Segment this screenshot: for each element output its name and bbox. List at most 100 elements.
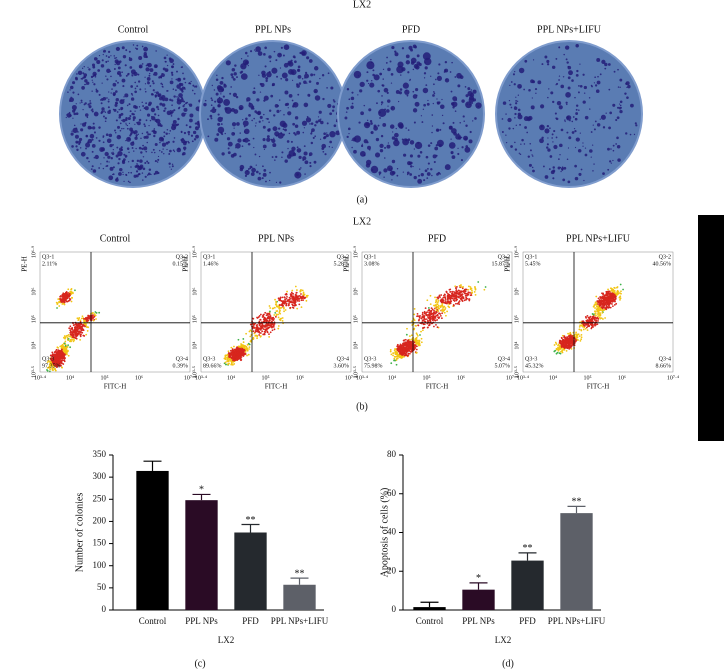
cell-event xyxy=(460,298,462,300)
colony xyxy=(575,177,579,181)
cell-event xyxy=(279,304,281,306)
colony xyxy=(239,132,240,133)
cell-event xyxy=(237,351,239,353)
colony xyxy=(277,53,282,58)
cell-event xyxy=(235,349,237,351)
colony xyxy=(302,132,304,134)
colony xyxy=(212,85,213,86)
colony xyxy=(76,149,78,151)
colony xyxy=(100,99,102,101)
cell-event xyxy=(95,318,97,320)
quadrant-name: Q3-1 xyxy=(203,254,215,260)
colony xyxy=(129,115,131,117)
colony xyxy=(87,141,89,143)
colony xyxy=(415,102,420,107)
colony xyxy=(96,60,100,64)
colony xyxy=(606,113,607,114)
cell-event xyxy=(467,291,469,293)
colony xyxy=(471,89,472,90)
colony xyxy=(374,74,380,80)
colony xyxy=(531,154,532,155)
cell-event xyxy=(233,363,235,365)
colony xyxy=(626,96,629,99)
colony xyxy=(155,160,157,162)
colony xyxy=(304,103,309,108)
colony xyxy=(353,150,357,154)
colony xyxy=(478,106,479,107)
colony xyxy=(384,147,386,149)
colony xyxy=(233,109,238,114)
colony xyxy=(320,118,321,119)
colony xyxy=(252,105,254,107)
colony xyxy=(162,143,166,147)
cell-event xyxy=(269,317,271,319)
cell-event xyxy=(272,307,274,309)
cell-event xyxy=(300,293,302,295)
colony xyxy=(84,66,85,67)
colony xyxy=(233,78,236,81)
colony xyxy=(258,75,259,76)
cell-event xyxy=(562,339,564,341)
colony xyxy=(292,80,293,81)
colony xyxy=(239,105,244,110)
colony xyxy=(509,100,510,101)
cell-event xyxy=(278,297,280,299)
colony xyxy=(222,89,224,91)
colony xyxy=(332,109,334,111)
colony xyxy=(163,67,166,70)
cell-event xyxy=(80,334,82,336)
colony xyxy=(76,112,79,115)
cell-event xyxy=(57,358,59,360)
cell-event xyxy=(249,344,251,346)
cell-event xyxy=(401,357,403,359)
cell-event xyxy=(283,307,285,309)
colony xyxy=(211,97,213,99)
colony xyxy=(98,167,100,169)
colony xyxy=(143,146,147,150)
colony xyxy=(75,135,79,139)
cell-event xyxy=(264,334,266,336)
colony xyxy=(558,79,560,81)
colony xyxy=(367,141,369,143)
cell-event xyxy=(293,307,295,309)
colony xyxy=(322,74,324,76)
cell-event xyxy=(286,291,288,293)
cell-event xyxy=(252,318,254,320)
cell-event xyxy=(271,317,273,319)
colony xyxy=(130,110,132,112)
cell-event xyxy=(68,355,70,357)
colony xyxy=(425,66,428,69)
colony xyxy=(70,86,74,90)
colony xyxy=(391,82,392,83)
cell-event xyxy=(66,292,68,294)
colony xyxy=(467,87,470,90)
colony xyxy=(159,96,163,100)
cell-event xyxy=(404,341,406,343)
cell-event xyxy=(261,323,263,325)
colony xyxy=(82,68,83,69)
colony xyxy=(76,73,78,75)
cell-event xyxy=(422,312,424,314)
colony xyxy=(156,106,159,109)
colony xyxy=(128,152,129,153)
colony xyxy=(529,143,531,145)
colony xyxy=(562,166,564,168)
cell-event xyxy=(71,291,73,293)
colony xyxy=(118,109,120,111)
colony xyxy=(139,147,142,150)
colony xyxy=(96,90,99,93)
colony xyxy=(611,162,612,163)
colony xyxy=(259,156,260,157)
cell-event xyxy=(409,335,411,337)
cell-event xyxy=(564,335,566,337)
colony xyxy=(70,97,71,98)
colony xyxy=(431,114,433,116)
cell-event xyxy=(276,304,278,306)
cell-event xyxy=(264,312,266,314)
colony xyxy=(348,133,349,134)
colony xyxy=(116,57,117,58)
cell-event xyxy=(553,351,555,353)
colony xyxy=(445,78,449,82)
cell-event xyxy=(61,349,63,351)
colony xyxy=(456,99,457,100)
